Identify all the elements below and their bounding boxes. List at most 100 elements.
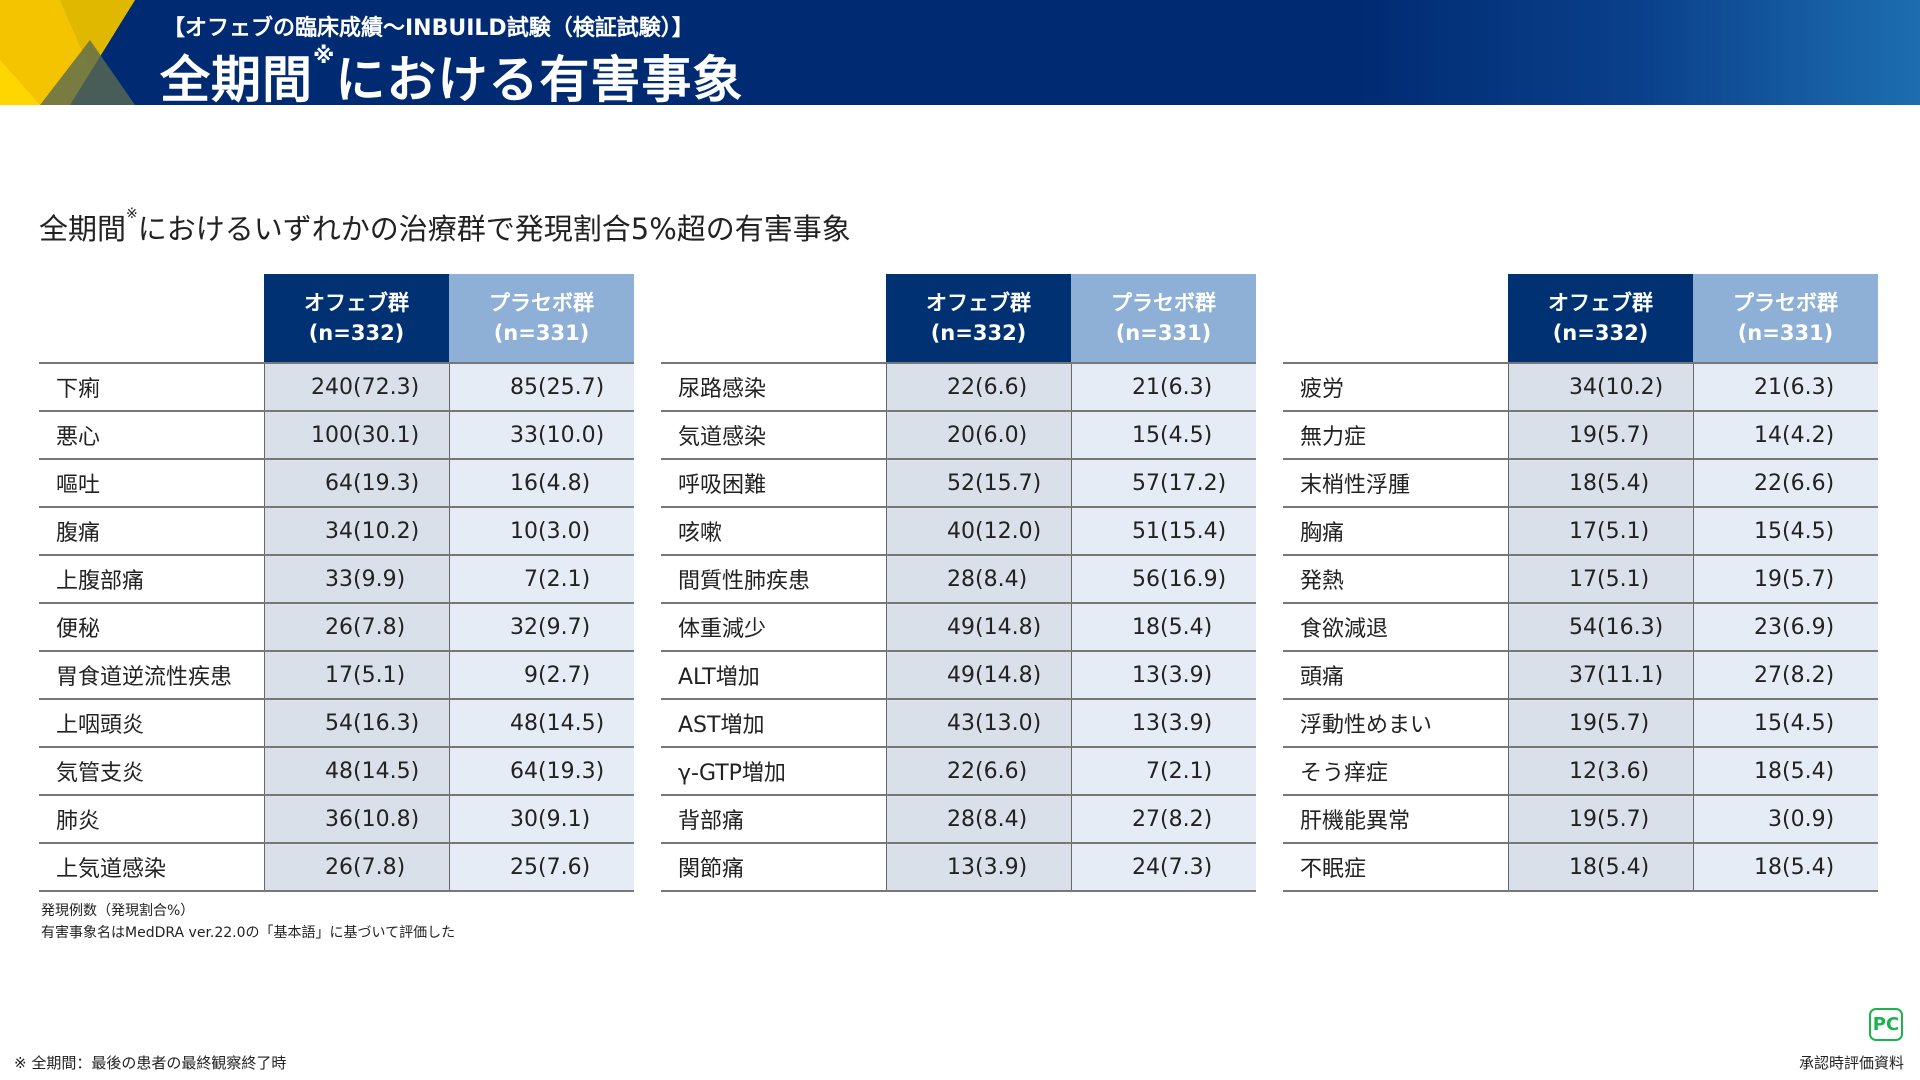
event-name: 食欲減退: [1300, 617, 1389, 642]
title-text-rest: における有害事象: [335, 51, 744, 105]
header-placebo-label: プラセボ群: [1111, 291, 1216, 315]
table-row: 尿路感染 22 (6.6) 21 (6.3): [661, 364, 1256, 412]
placebo-cell: 15 (4.5): [1693, 508, 1878, 554]
ofev-percent: (3.6): [1597, 758, 1650, 784]
event-name: 嘔吐: [56, 473, 101, 498]
note-line: 有害事象名はMedDRA ver.22.0の「基本語」に基づいて評価した: [41, 925, 456, 941]
ofev-count: 240: [311, 374, 353, 400]
ofev-cell: 19 (5.7): [1508, 700, 1693, 746]
table-row: ALT増加 49 (14.8) 13 (3.9): [661, 652, 1256, 700]
ofev-count: 26: [325, 614, 353, 640]
ofev-count: 34: [325, 518, 353, 544]
title-mark: ※: [313, 44, 336, 69]
event-name: 上咽頭炎: [56, 713, 145, 738]
table-row: 肝機能異常 19 (5.7) 3 (0.9): [1283, 796, 1878, 844]
ofev-cell: 48 (14.5): [264, 748, 449, 794]
event-name: そう痒症: [1300, 761, 1389, 786]
header-ofev-n: (n=332): [308, 321, 405, 345]
header-ofev: オフェブ群 (n=332): [1508, 274, 1693, 362]
placebo-count: 7: [1146, 758, 1160, 784]
placebo-percent: (3.9): [1160, 662, 1213, 688]
placebo-cell: 15 (4.5): [1693, 700, 1878, 746]
table-row: AST増加 43 (13.0) 13 (3.9): [661, 700, 1256, 748]
ofev-count: 19: [1569, 422, 1597, 448]
ofev-count: 13: [947, 854, 975, 880]
ofev-percent: (30.1): [353, 422, 420, 448]
table-row: 胸痛 17 (5.1) 15 (4.5): [1283, 508, 1878, 556]
placebo-cell: 27 (8.2): [1071, 796, 1256, 842]
event-name: 胸痛: [1300, 521, 1345, 546]
event-name: 便秘: [56, 617, 101, 642]
ofev-cell: 43 (13.0): [886, 700, 1071, 746]
ofev-count: 28: [947, 806, 975, 832]
header-ofev-label: オフェブ群: [926, 291, 1031, 315]
placebo-cell: 13 (3.9): [1071, 652, 1256, 698]
placebo-count: 24: [1132, 854, 1160, 880]
ofev-percent: (6.6): [975, 374, 1028, 400]
placebo-cell: 33 (10.0): [449, 412, 634, 458]
table-row: γ-GTP増加 22 (6.6) 7 (2.1): [661, 748, 1256, 796]
table-row: 末梢性浮腫 18 (5.4) 22 (6.6): [1283, 460, 1878, 508]
event-name: 間質性肺疾患: [678, 569, 811, 594]
placebo-count: 18: [1754, 854, 1782, 880]
placebo-percent: (9.7): [538, 614, 591, 640]
event-name: 腹痛: [56, 521, 101, 546]
ofev-percent: (9.9): [353, 566, 406, 592]
table-row: 嘔吐 64 (19.3) 16 (4.8): [39, 460, 634, 508]
event-name: 浮動性めまい: [1300, 713, 1433, 738]
ofev-percent: (3.9): [975, 854, 1028, 880]
table-header: オフェブ群 (n=332) プラセボ群 (n=331): [1283, 274, 1878, 364]
placebo-count: 30: [510, 806, 538, 832]
table-row: 不眠症 18 (5.4) 18 (5.4): [1283, 844, 1878, 892]
section-subtitle: 全期間※におけるいずれかの治療群で発現割合5%超の有害事象: [39, 206, 851, 248]
event-name: 不眠症: [1300, 857, 1367, 882]
placebo-count: 33: [510, 422, 538, 448]
placebo-count: 32: [510, 614, 538, 640]
event-name: 発熱: [1300, 569, 1345, 594]
ofev-cell: 54 (16.3): [1508, 604, 1693, 650]
placebo-count: 22: [1754, 470, 1782, 496]
placebo-cell: 57 (17.2): [1071, 460, 1256, 506]
table-row: 食欲減退 54 (16.3) 23 (6.9): [1283, 604, 1878, 652]
ofev-count: 52: [947, 470, 975, 496]
table-row: 便秘 26 (7.8) 32 (9.7): [39, 604, 634, 652]
ofev-cell: 12 (3.6): [1508, 748, 1693, 794]
placebo-percent: (19.3): [538, 758, 605, 784]
table-notes: 発現例数（発現割合%） 有害事象名はMedDRA ver.22.0の「基本語」に…: [41, 900, 455, 944]
footnote: ※ 全期間：最後の患者の最終観察終了時: [14, 1054, 287, 1072]
ofev-percent: (5.7): [1597, 806, 1650, 832]
placebo-cell: 64 (19.3): [449, 748, 634, 794]
note-line: 発現例数（発現割合%）: [41, 903, 195, 919]
event-name: 尿路感染: [678, 377, 767, 402]
table-row: 疲労 34 (10.2) 21 (6.3): [1283, 364, 1878, 412]
ofev-count: 22: [947, 374, 975, 400]
placebo-percent: (17.2): [1160, 470, 1227, 496]
placebo-cell: 23 (6.9): [1693, 604, 1878, 650]
ofev-percent: (12.0): [975, 518, 1042, 544]
ofev-percent: (16.3): [1597, 614, 1664, 640]
ofev-count: 49: [947, 662, 975, 688]
event-name: 悪心: [56, 425, 101, 450]
table-row: そう痒症 12 (3.6) 18 (5.4): [1283, 748, 1878, 796]
placebo-count: 51: [1132, 518, 1160, 544]
ofev-count: 17: [1569, 566, 1597, 592]
event-name: 背部痛: [678, 809, 745, 834]
ofev-cell: 52 (15.7): [886, 460, 1071, 506]
ofev-count: 64: [325, 470, 353, 496]
placebo-percent: (4.5): [1782, 518, 1835, 544]
subtitle-pre: 全期間: [39, 212, 127, 246]
ofev-cell: 64 (19.3): [264, 460, 449, 506]
ofev-count: 37: [1569, 662, 1597, 688]
event-name: 下痢: [56, 377, 101, 402]
placebo-count: 56: [1132, 566, 1160, 592]
ofev-count: 19: [1569, 710, 1597, 736]
placebo-count: 15: [1754, 518, 1782, 544]
table-row: 下痢 240 (72.3) 85 (25.7): [39, 364, 634, 412]
table-row: 背部痛 28 (8.4) 27 (8.2): [661, 796, 1256, 844]
ofev-cell: 37 (11.1): [1508, 652, 1693, 698]
ofev-percent: (5.1): [1597, 566, 1650, 592]
placebo-cell: 18 (5.4): [1693, 844, 1878, 890]
table-row: 上気道感染 26 (7.8) 25 (7.6): [39, 844, 634, 892]
placebo-percent: (7.6): [538, 854, 591, 880]
table-row: 間質性肺疾患 28 (8.4) 56 (16.9): [661, 556, 1256, 604]
